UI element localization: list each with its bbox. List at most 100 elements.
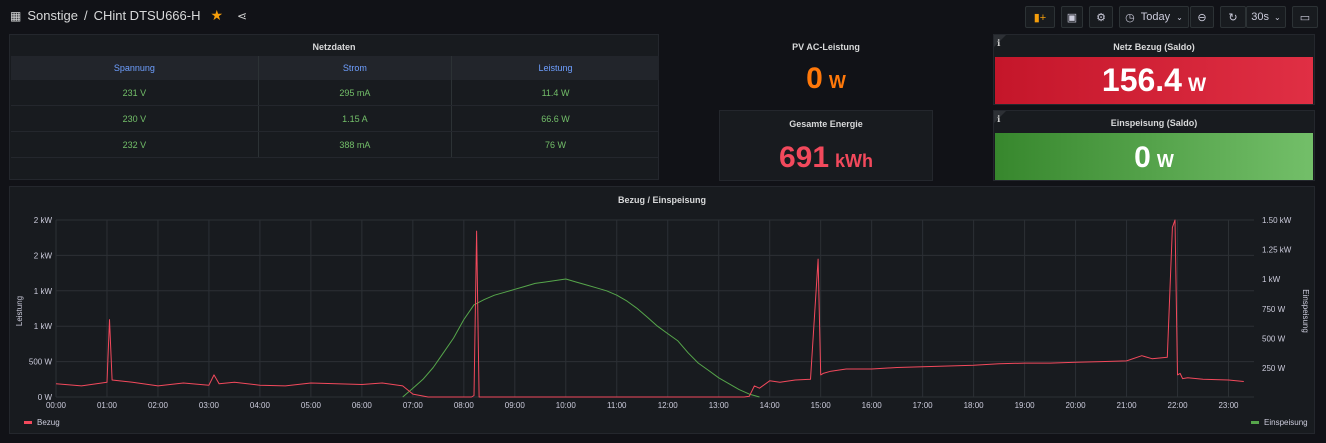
dashboard-title[interactable]: CHint DTSU666-H [93, 8, 201, 23]
chart-grid [55, 219, 1254, 398]
table-row: 231 V 295 mA 11.4 W [11, 80, 659, 106]
chart-panel: Bezug / Einspeisung Leistung Einspeisung… [9, 186, 1315, 434]
energie-value-display: 691 kWh [720, 141, 932, 175]
pv-value: 0 [806, 62, 823, 95]
zoom-out-icon: ⊖ [1197, 11, 1207, 24]
x-tick-label: 08:00 [454, 401, 475, 410]
x-tick-label: 19:00 [1015, 401, 1036, 410]
series-line-einspeisung [402, 278, 760, 398]
series-line-bezug [55, 219, 1244, 398]
table-header-row: Spannung Strom Leistung [11, 56, 659, 80]
x-axis-ticks: 00:00 01:00 02:00 03:00 04:00 05:00 06:00 07:00… [46, 401, 1239, 410]
dashboards-grid-icon[interactable]: ▦ [10, 8, 22, 23]
table-cell: 66.6 W [451, 105, 659, 132]
monitor-icon: ▭ [1299, 11, 1311, 24]
chevron-down-icon: ⌄ [1176, 12, 1183, 22]
energie-title: Gesamte Energie [789, 119, 863, 129]
refresh-interval-picker[interactable]: 30s ⌄ [1246, 6, 1286, 28]
breadcrumb-folder[interactable]: Sonstige [27, 8, 78, 23]
bezug-title: Netz Bezug (Saldo) [1113, 42, 1195, 52]
x-tick-label: 01:00 [97, 401, 118, 410]
table-cell: 295 mA [258, 80, 453, 106]
einspeisung-unit: W [1156, 151, 1174, 171]
x-tick-label: 07:00 [403, 401, 424, 410]
star-icon[interactable]: ★ [210, 7, 224, 23]
x-tick-label: 00:00 [46, 401, 67, 410]
add-panel-icon: ▮+ [1033, 11, 1047, 24]
time-picker-button[interactable]: ◷ Today ⌄ [1119, 6, 1189, 28]
x-tick-label: 16:00 [862, 401, 883, 410]
x-tick-label: 14:00 [760, 401, 781, 410]
bezug-panel: ℹ Netz Bezug (Saldo) 156.4 W [993, 34, 1315, 105]
share-icon[interactable]: ⋖ [237, 8, 248, 23]
energie-panel: Gesamte Energie 691 kWh [719, 110, 933, 181]
bezug-einspeisung-chart: Bezug / Einspeisung Leistung Einspeisung… [15, 195, 1310, 427]
x-tick-label: 13:00 [709, 401, 730, 410]
table-cell: 230 V [11, 105, 259, 132]
x-tick-label: 22:00 [1168, 401, 1189, 410]
y-tick-label: 0 W [38, 393, 53, 402]
refresh-interval-label: 30s [1251, 11, 1270, 23]
y2-tick-label: 1 kW [1262, 275, 1281, 284]
info-corner [994, 111, 1006, 123]
x-tick-label: 20:00 [1066, 401, 1087, 410]
table-cell: 232 V [11, 131, 259, 158]
tv-mode-button[interactable]: ▭ [1292, 6, 1318, 28]
table-row: 232 V 388 mA 76 W [11, 131, 659, 158]
top-bar: ▦ Sonstige / CHint DTSU666-H ★ ⋖ ▮+ ▣ ⚙ … [0, 0, 1326, 32]
clock-icon: ◷ [1125, 11, 1135, 24]
x-tick-label: 21:00 [1117, 401, 1138, 410]
x-tick-label: 17:00 [913, 401, 934, 410]
pv-unit: W [828, 72, 846, 92]
chart-series [55, 219, 1244, 398]
settings-button[interactable]: ⚙ [1089, 6, 1113, 28]
info-icon[interactable]: ℹ [997, 114, 1001, 124]
chevron-down-icon: ⌄ [1274, 12, 1281, 22]
column-header-leistung[interactable]: Leistung [451, 56, 659, 80]
legend-bezug[interactable]: Bezug [24, 418, 60, 427]
y2-tick-label: 500 W [1262, 334, 1286, 343]
y-tick-label: 500 W [29, 358, 53, 367]
x-tick-label: 11:00 [607, 401, 627, 410]
y2-tick-label: 1.50 kW [1262, 216, 1292, 225]
bezug-value-display: 156.4 W [994, 62, 1314, 99]
y-tick-label: 2 kW [34, 216, 53, 225]
refresh-button[interactable]: ↻ [1220, 6, 1246, 28]
table-cell: 76 W [451, 131, 659, 158]
legend-label-einspeisung: Einspeisung [1264, 418, 1308, 427]
refresh-icon: ↻ [1228, 11, 1238, 24]
zoom-out-button[interactable]: ⊖ [1190, 6, 1214, 28]
column-header-strom[interactable]: Strom [258, 56, 453, 80]
breadcrumb-separator: / [83, 8, 88, 23]
netzdaten-title: Netzdaten [312, 42, 356, 52]
y-axis-label: Leistung [15, 296, 24, 326]
bezug-value: 156.4 [1101, 62, 1182, 98]
einspeisung-title: Einspeisung (Saldo) [1110, 118, 1198, 128]
x-tick-label: 05:00 [301, 401, 322, 410]
y-tick-label: 2 kW [34, 251, 53, 260]
energie-value: 691 [778, 141, 830, 174]
save-button[interactable]: ▣ [1061, 6, 1083, 28]
info-icon[interactable]: ℹ [997, 38, 1001, 48]
y2-tick-label: 250 W [1262, 364, 1286, 373]
add-panel-button[interactable]: ▮+ [1025, 6, 1055, 28]
netzdaten-table: Spannung Strom Leistung 231 V 295 mA 11.… [11, 56, 659, 158]
y2-axis-label: Einspeisung [1301, 289, 1310, 333]
y-axis-ticks: 0 W 500 W 1 kW 1 kW 2 kW 2 kW [29, 216, 53, 402]
energie-unit: kWh [835, 151, 874, 171]
y2-tick-label: 750 W [1262, 305, 1286, 314]
x-tick-label: 06:00 [352, 401, 373, 410]
y-tick-label: 1 kW [34, 322, 53, 331]
netzdaten-panel: Netzdaten Spannung Strom Leistung 231 V … [9, 34, 659, 180]
legend-einspeisung[interactable]: Einspeisung [1251, 418, 1308, 427]
legend-swatch-einspeisung [1251, 421, 1259, 424]
column-header-spannung[interactable]: Spannung [11, 56, 259, 80]
y2-axis-ticks: 250 W 500 W 750 W 1 kW 1.25 kW 1.50 kW [1262, 216, 1292, 373]
y-tick-label: 1 kW [34, 287, 53, 296]
legend-swatch-bezug [24, 421, 32, 424]
x-tick-label: 10:00 [556, 401, 577, 410]
